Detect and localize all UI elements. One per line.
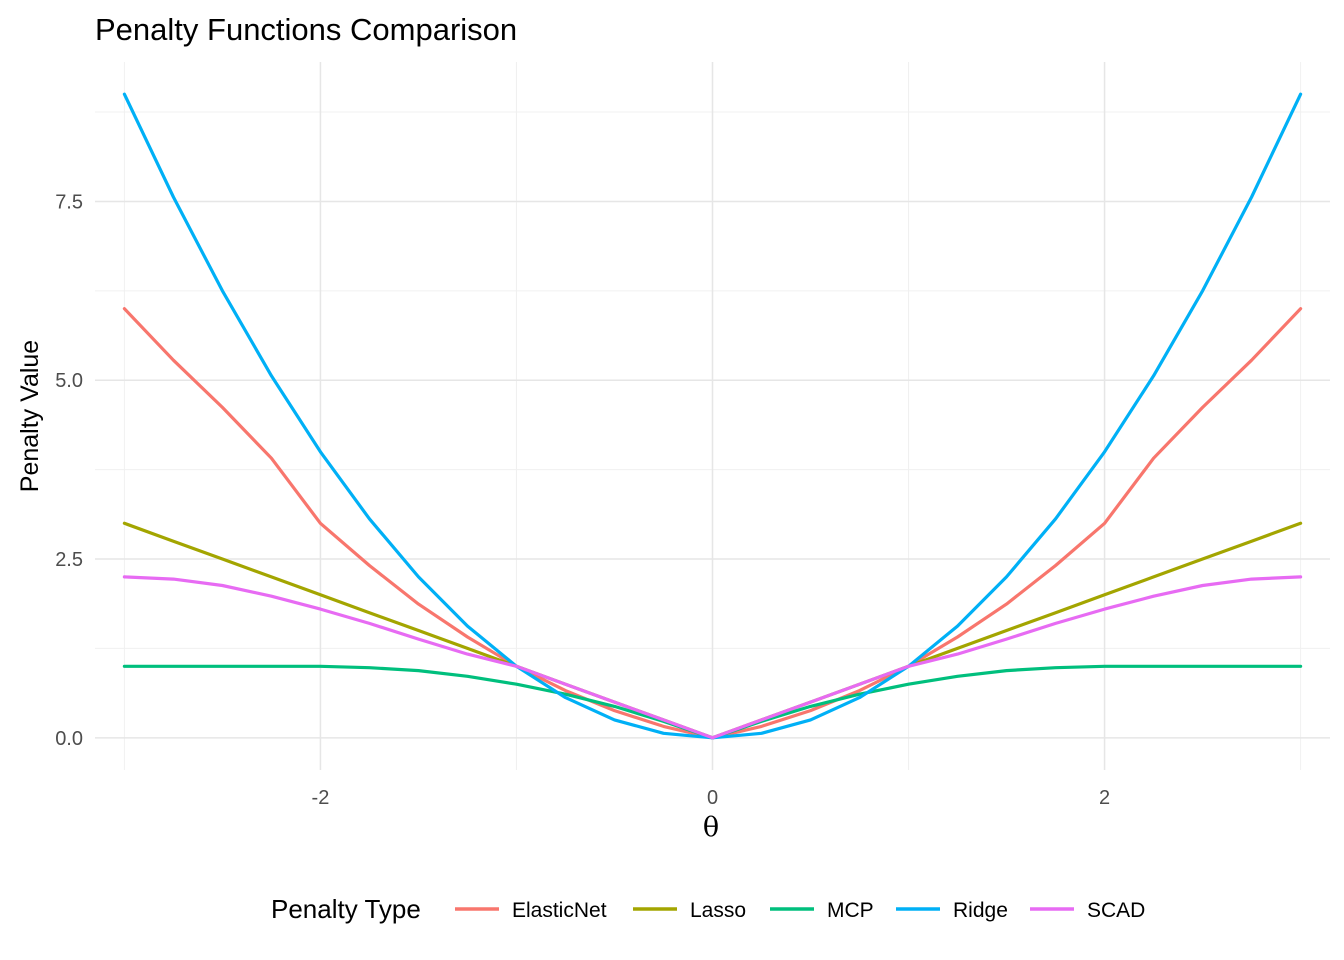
- x-tick-label: 0: [707, 787, 718, 809]
- legend-item-mcp: MCP: [770, 899, 874, 922]
- y-tick-label: 5.0: [55, 370, 83, 392]
- legend-item-lasso: Lasso: [633, 899, 746, 922]
- x-axis-title: θ: [703, 812, 719, 843]
- legend-label: MCP: [827, 899, 874, 922]
- legend-item-scad: SCAD: [1030, 899, 1145, 922]
- legend-title: Penalty Type: [271, 894, 421, 924]
- legend-label: SCAD: [1087, 899, 1145, 922]
- x-tick-labels: -2 0 2: [312, 787, 1111, 809]
- y-tick-label: 7.5: [55, 191, 83, 213]
- x-tick-label: 2: [1099, 787, 1110, 809]
- legend-label: Ridge: [953, 899, 1008, 922]
- chart-title: Penalty Functions Comparison: [95, 12, 517, 47]
- series-lines: [122, 92, 1303, 740]
- y-tick-labels: 0.0 2.5 5.0 7.5: [55, 191, 83, 749]
- legend-label: Lasso: [690, 899, 746, 922]
- legend-label: ElasticNet: [512, 899, 607, 922]
- y-axis-title: Penalty Value: [16, 340, 44, 492]
- legend: ElasticNet Lasso MCP Ridge SCAD: [455, 899, 1145, 922]
- legend-item-elasticnet: ElasticNet: [455, 899, 607, 922]
- x-tick-label: -2: [312, 787, 330, 809]
- legend-item-ridge: Ridge: [896, 899, 1008, 922]
- y-tick-label: 2.5: [55, 549, 83, 571]
- major-gridlines: [95, 62, 1330, 770]
- y-tick-label: 0.0: [55, 728, 83, 750]
- series-line-scad: [122, 575, 1303, 740]
